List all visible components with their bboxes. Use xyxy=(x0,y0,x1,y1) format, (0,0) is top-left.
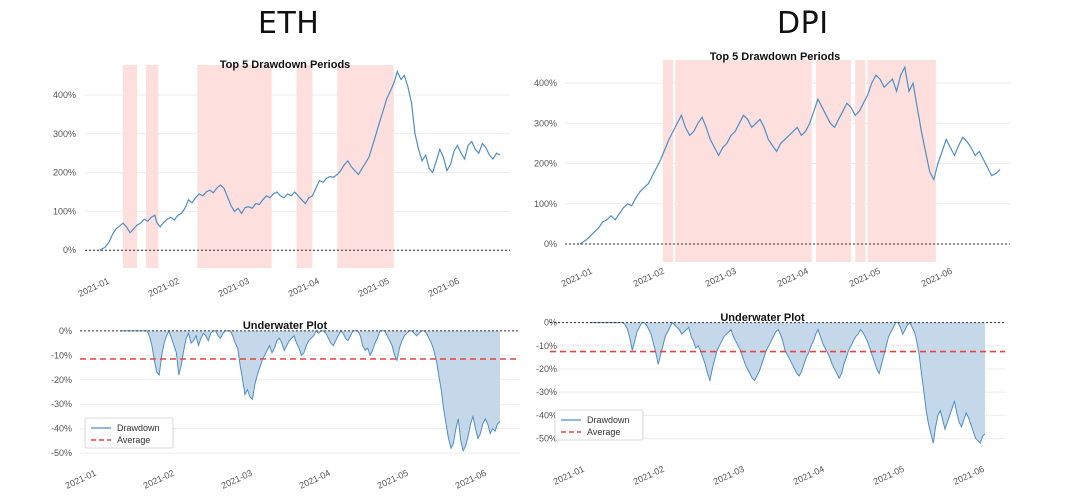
eth-drawdown-periods-drawdown-period-shade xyxy=(146,65,159,268)
eth-underwater-x-tick-label: 2021-05 xyxy=(376,468,410,491)
eth-underwater-x-tick-label: 2021-01 xyxy=(64,468,98,491)
dpi-drawdown-periods-x-tick-label: 2021-06 xyxy=(920,266,954,289)
dpi-underwater-y-tick-label: -30% xyxy=(536,387,557,397)
eth-underwater-y-tick-label: -10% xyxy=(51,350,72,360)
dpi-drawdown-periods-y-tick-label: 300% xyxy=(534,118,557,128)
eth-drawdown-periods-x-tick-label: 2021-02 xyxy=(147,276,181,299)
eth-underwater-x-tick-label: 2021-04 xyxy=(298,468,332,491)
eth-drawdown-periods-series-line xyxy=(99,69,501,251)
eth-underwater-y-tick-label: -30% xyxy=(51,399,72,409)
dpi-drawdown-periods-drawdown-period-shade xyxy=(815,60,852,262)
dpi-drawdown-periods-drawdown-period-shade xyxy=(675,60,812,262)
eth-underwater-y-tick-label: -20% xyxy=(51,375,72,385)
dpi-drawdown-periods-y-tick-label: 0% xyxy=(544,239,557,249)
eth-underwater-x-tick-label: 2021-02 xyxy=(142,468,176,491)
eth-drawdown-periods-drawdown-period-shade xyxy=(337,65,394,268)
dpi-underwater-y-tick-label: -40% xyxy=(536,410,557,420)
dpi-underwater-y-tick-label: -50% xyxy=(536,433,557,443)
dpi-drawdown-periods-y-tick-label: 200% xyxy=(534,159,557,169)
dpi-underwater-drawdown-area xyxy=(590,322,985,444)
eth-drawdown-periods-y-tick-label: 400% xyxy=(53,90,76,100)
dpi-underwater-y-tick-label: -10% xyxy=(536,341,557,351)
eth-underwater-y-tick-label: 0% xyxy=(59,326,72,336)
eth-underwater-title: Underwater Plot xyxy=(243,320,328,332)
dpi-drawdown-periods-drawdown-period-shade xyxy=(662,60,674,262)
dpi-underwater-drawdown-line xyxy=(590,321,986,445)
eth-underwater-legend-drawdown-label: Drawdown xyxy=(117,423,160,433)
dpi-drawdown-periods-x-tick-label: 2021-03 xyxy=(704,266,738,289)
dpi-underwater-x-tick-label: 2021-05 xyxy=(872,464,906,487)
dpi-underwater-x-tick-label: 2021-06 xyxy=(952,464,986,487)
dpi-drawdown-periods-x-tick-label: 2021-02 xyxy=(632,266,666,289)
eth-drawdown-periods-y-tick-label: 100% xyxy=(53,206,76,216)
eth-drawdown-periods-y-tick-label: 300% xyxy=(53,129,76,139)
eth-drawdown-periods-drawdown-period-shade xyxy=(296,65,313,268)
eth-underwater-legend-average-label: Average xyxy=(117,435,150,445)
dpi-underwater-x-tick-label: 2021-01 xyxy=(552,464,586,487)
dpi-underwater-x-tick-label: 2021-04 xyxy=(792,464,826,487)
dpi-panel-title: DPI xyxy=(777,6,829,41)
dpi-drawdown-periods-y-tick-label: 100% xyxy=(534,199,557,209)
eth-drawdown-periods-drawdown-period-shade xyxy=(197,65,272,268)
dpi-drawdown-periods-title: Top 5 Drawdown Periods xyxy=(710,51,841,63)
dpi-drawdown-periods-x-tick-label: 2021-05 xyxy=(848,266,882,289)
eth-drawdown-periods-title: Top 5 Drawdown Periods xyxy=(220,59,351,71)
dpi-underwater-y-tick-label: -20% xyxy=(536,364,557,374)
eth-drawdown-periods-y-tick-label: 200% xyxy=(53,168,76,178)
dpi-drawdown-periods-series-line xyxy=(579,65,1001,245)
dpi-underwater-legend-drawdown-label: Drawdown xyxy=(587,415,630,425)
dpi-underwater-x-tick-label: 2021-03 xyxy=(712,464,746,487)
eth-drawdown-periods-x-tick-label: 2021-06 xyxy=(427,276,461,299)
dpi-drawdown-periods-drawdown-period-shade xyxy=(855,60,866,262)
eth-drawdown-periods-x-tick-label: 2021-01 xyxy=(77,276,111,299)
eth-underwater-drawdown-line xyxy=(120,329,501,453)
eth-underwater-y-tick-label: -50% xyxy=(51,448,72,458)
eth-underwater-drawdown-area xyxy=(120,330,500,451)
eth-underwater-x-tick-label: 2021-03 xyxy=(220,468,254,491)
dpi-underwater-x-tick-label: 2021-02 xyxy=(632,464,666,487)
dpi-drawdown-periods-y-tick-label: 400% xyxy=(534,78,557,88)
dpi-drawdown-periods-x-tick-label: 2021-01 xyxy=(560,266,594,289)
eth-drawdown-periods-x-tick-label: 2021-04 xyxy=(287,276,321,299)
dpi-underwater-title: Underwater Plot xyxy=(720,312,805,324)
eth-drawdown-periods-y-tick-label: 0% xyxy=(63,245,76,255)
dpi-underwater-legend-average-label: Average xyxy=(587,427,620,437)
eth-underwater-y-tick-label: -40% xyxy=(51,424,72,434)
eth-drawdown-periods-x-tick-label: 2021-05 xyxy=(357,276,391,299)
dpi-drawdown-periods-drawdown-period-shade xyxy=(867,60,936,262)
eth-drawdown-periods-x-tick-label: 2021-03 xyxy=(217,276,251,299)
eth-underwater-x-tick-label: 2021-06 xyxy=(454,468,488,491)
eth-drawdown-periods-drawdown-period-shade xyxy=(123,65,138,268)
dpi-drawdown-periods-x-tick-label: 2021-04 xyxy=(776,266,810,289)
eth-panel-title: ETH xyxy=(258,6,320,41)
